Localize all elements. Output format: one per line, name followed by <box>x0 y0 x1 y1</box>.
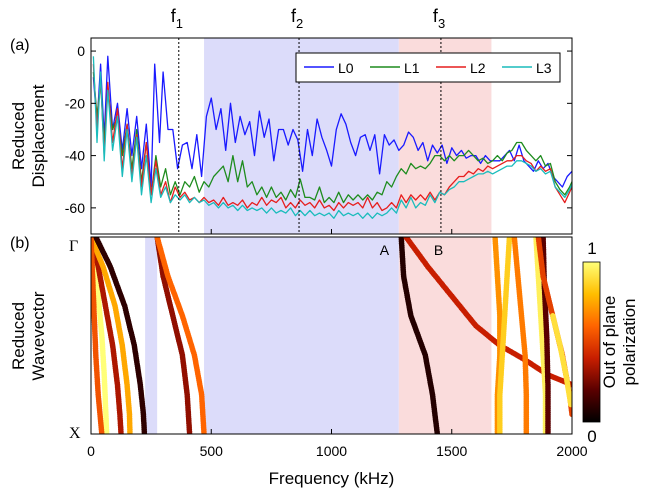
series-line-L0 <box>92 55 572 188</box>
branch-2-point <box>127 431 133 434</box>
branch-13-point <box>545 431 551 434</box>
branch-5-point <box>186 431 193 434</box>
legend-label-L3: L3 <box>536 60 552 76</box>
branch-14-point <box>569 411 572 418</box>
annotation-A: A <box>380 242 390 258</box>
annotation-B: B <box>434 242 443 258</box>
colorbar-min-label: 0 <box>587 427 596 446</box>
ytick-label-a-2: -40 <box>65 148 85 164</box>
series-line-L1 <box>92 71 572 204</box>
y-axis-label-b-line: Wavevector <box>29 291 48 380</box>
series-lines-a <box>92 55 572 219</box>
band-b-2 <box>398 237 492 434</box>
ytick-label-a-3: -60 <box>65 200 85 216</box>
colorbar: 1 0 Out of planepolarization <box>582 239 639 446</box>
colorbar-label-line: Out of plane <box>600 296 619 389</box>
xtick-label-b-3: 1500 <box>436 443 467 459</box>
ytick-label-a-0: 0 <box>77 43 85 59</box>
branch-1-point <box>118 431 124 434</box>
y-axis-label-b: ReducedWavevector <box>9 291 48 380</box>
y-axis-label-b-line: Reduced <box>9 302 28 370</box>
band-b-1 <box>204 237 399 434</box>
branch-3-point <box>141 431 148 434</box>
colorbar-label-line: polarization <box>620 299 639 386</box>
colorbar-bar <box>582 261 601 423</box>
ytick-label-gamma: Γ <box>69 238 78 255</box>
branch-11-point <box>523 431 530 434</box>
branch-7-point <box>434 431 441 434</box>
branch-4-point <box>99 431 105 434</box>
xtick-label-b-4: 2000 <box>556 443 587 459</box>
legend-label-L0: L0 <box>338 60 354 76</box>
y-axis-label-a-line: Displacement <box>29 84 48 187</box>
y-axis-label-a: ReducedDisplacement <box>9 84 48 187</box>
branch-0-point <box>103 431 110 434</box>
legend-label-L1: L1 <box>404 60 420 76</box>
marker-label-2: f2 <box>291 6 303 31</box>
ytick-label-x: X <box>69 425 81 442</box>
legend-label-L2: L2 <box>470 60 486 76</box>
band-b-0 <box>145 237 158 434</box>
dispersion-branches <box>91 237 572 434</box>
xtick-label-b-1: 500 <box>200 443 224 459</box>
marker-label-1: f1 <box>171 6 183 31</box>
x-axis-label: Frequency (kHz) <box>269 469 395 488</box>
panel-label-b: (b) <box>10 235 30 252</box>
colorbar-max-label: 1 <box>587 239 596 258</box>
y-axis-label-a-line: Reduced <box>9 102 28 170</box>
legend-a: L0 L1 L2 L3 <box>295 52 561 83</box>
branch-15-point <box>567 401 572 408</box>
panel-b: 0 500 1000 1500 2000 Γ X A B (b) ReducedWavevector… <box>9 235 588 488</box>
panel-label-a: (a) <box>10 37 30 54</box>
series-line-L3 <box>92 56 572 219</box>
ytick-label-a-1: -20 <box>65 95 85 111</box>
branch-6-point <box>201 431 207 434</box>
colorbar-label: Out of planepolarization <box>600 296 639 389</box>
xtick-label-b-0: 0 <box>87 443 95 459</box>
marker-label-3: f3 <box>433 6 445 31</box>
branch-10-point <box>497 431 503 434</box>
panel-a: f1 f2 f3 0 -20 -40 -60 (a) ReducedDisplacement L0… <box>9 6 573 235</box>
xtick-label-b-2: 1000 <box>316 443 347 459</box>
